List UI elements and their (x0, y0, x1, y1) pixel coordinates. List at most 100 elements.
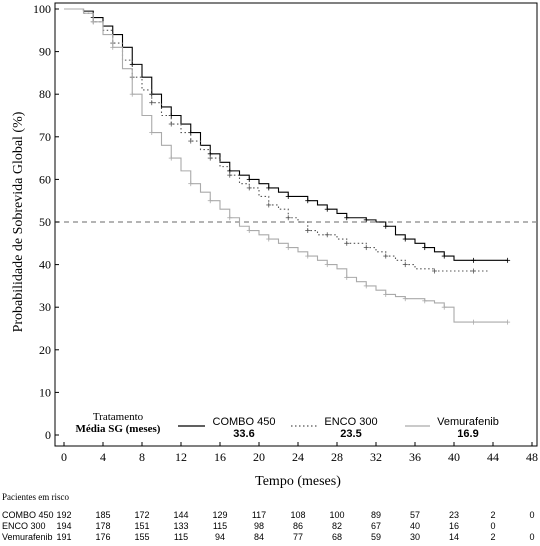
risk-cell: 2 (490, 510, 495, 520)
y-tick-label: 50 (39, 215, 51, 229)
risk-cell: 86 (293, 521, 303, 531)
risk-cell: 115 (213, 521, 227, 531)
censor-mark (149, 100, 155, 106)
legend-entry-name: Vemurafenib (437, 416, 499, 428)
legend-entry-median: 23.5 (340, 428, 361, 440)
censor-mark (227, 215, 233, 221)
risk-cell: 100 (329, 510, 344, 520)
risk-table-title: Pacientes em risco (2, 492, 69, 502)
risk-cell: 16 (449, 521, 459, 531)
series-line-0 (64, 8, 508, 261)
y-tick-label: 90 (39, 45, 51, 59)
censor-mark (246, 228, 252, 234)
x-tick-label: 44 (487, 450, 499, 464)
risk-cell: 67 (371, 521, 381, 531)
legend-entry-name: ENCO 300 (324, 416, 377, 428)
risk-cell: 89 (371, 510, 381, 520)
censor-mark (129, 91, 135, 97)
censor-mark (402, 296, 408, 302)
risk-row-label: Vemurafenib (2, 532, 53, 542)
risk-cell: 40 (410, 521, 420, 531)
y-tick-label: 60 (39, 172, 51, 186)
censor-mark (383, 223, 389, 229)
x-tick-label: 16 (214, 450, 226, 464)
x-tick-label: 28 (331, 450, 343, 464)
risk-cell: 129 (212, 510, 227, 520)
y-axis-title: Probabilidade de Sobrevida Global (%) (11, 111, 26, 332)
risk-cell: 0 (529, 532, 534, 542)
censor-mark (305, 253, 311, 259)
censor-mark (324, 232, 330, 238)
risk-cell: 151 (134, 521, 149, 531)
risk-cell: 23 (449, 510, 459, 520)
censor-mark (344, 215, 350, 221)
censor-mark (344, 274, 350, 280)
series-line-2 (64, 8, 508, 323)
censor-mark (383, 253, 389, 259)
risk-cell: 144 (173, 510, 188, 520)
censor-mark (363, 245, 369, 251)
censor-mark (285, 245, 291, 251)
censor-mark (441, 253, 447, 259)
risk-cell: 77 (293, 532, 303, 542)
risk-cell: 176 (95, 532, 110, 542)
y-tick-label: 100 (33, 2, 51, 16)
censor-mark (246, 176, 252, 182)
censor-mark (266, 202, 272, 208)
censor-mark (168, 121, 174, 127)
risk-cell: 133 (173, 521, 188, 531)
censor-mark (149, 130, 155, 136)
risk-cell: 178 (95, 521, 110, 531)
risk-row-label: ENCO 300 (2, 521, 46, 531)
censor-mark (266, 236, 272, 242)
censor-mark (168, 155, 174, 161)
censor-mark (305, 228, 311, 234)
x-tick-label: 12 (175, 450, 187, 464)
x-axis-title: Tempo (meses) (255, 474, 341, 489)
censor-mark (305, 198, 311, 204)
censor-mark (441, 304, 447, 310)
risk-cell: 115 (174, 532, 188, 542)
risk-cell: 191 (56, 532, 71, 542)
risk-cell: 108 (290, 510, 305, 520)
censor-mark (422, 298, 428, 304)
risk-cell: 82 (332, 521, 342, 531)
risk-cell: 0 (529, 510, 534, 520)
y-tick-label: 10 (39, 385, 51, 399)
censor-mark (227, 172, 233, 178)
legend-header-title: Tratamento (93, 411, 144, 423)
x-tick-label: 24 (292, 450, 304, 464)
risk-cell: 57 (410, 510, 420, 520)
legend-header-subtitle: Média SG (meses) (76, 423, 161, 435)
x-tick-label: 4 (100, 450, 106, 464)
x-tick-label: 40 (448, 450, 460, 464)
y-tick-label: 30 (39, 300, 51, 314)
x-tick-label: 0 (61, 450, 67, 464)
censor-mark (363, 283, 369, 289)
censor-mark (505, 319, 511, 325)
risk-cell: 14 (449, 532, 459, 542)
risk-cell: 68 (332, 532, 342, 542)
censor-mark (471, 268, 476, 274)
risk-cell: 59 (371, 532, 381, 542)
censor-mark (90, 19, 96, 25)
censor-mark (110, 44, 116, 50)
censor-mark (324, 206, 330, 212)
x-tick-label: 8 (139, 450, 145, 464)
censor-mark (363, 217, 369, 223)
legend-entry-median: 16.9 (457, 428, 478, 440)
censor-mark (383, 291, 389, 297)
series-line-1 (64, 8, 489, 272)
y-tick-label: 70 (39, 130, 51, 144)
y-tick-label: 0 (45, 428, 51, 442)
plot-border (54, 2, 538, 447)
risk-cell: 30 (410, 532, 420, 542)
risk-row-label: COMBO 450 (2, 510, 54, 520)
x-tick-label: 20 (253, 450, 265, 464)
risk-cell: 94 (215, 532, 225, 542)
legend-entry-name: COMBO 450 (213, 416, 276, 428)
y-tick-label: 40 (39, 258, 51, 272)
censor-mark (344, 240, 350, 246)
censor-mark (422, 245, 428, 251)
